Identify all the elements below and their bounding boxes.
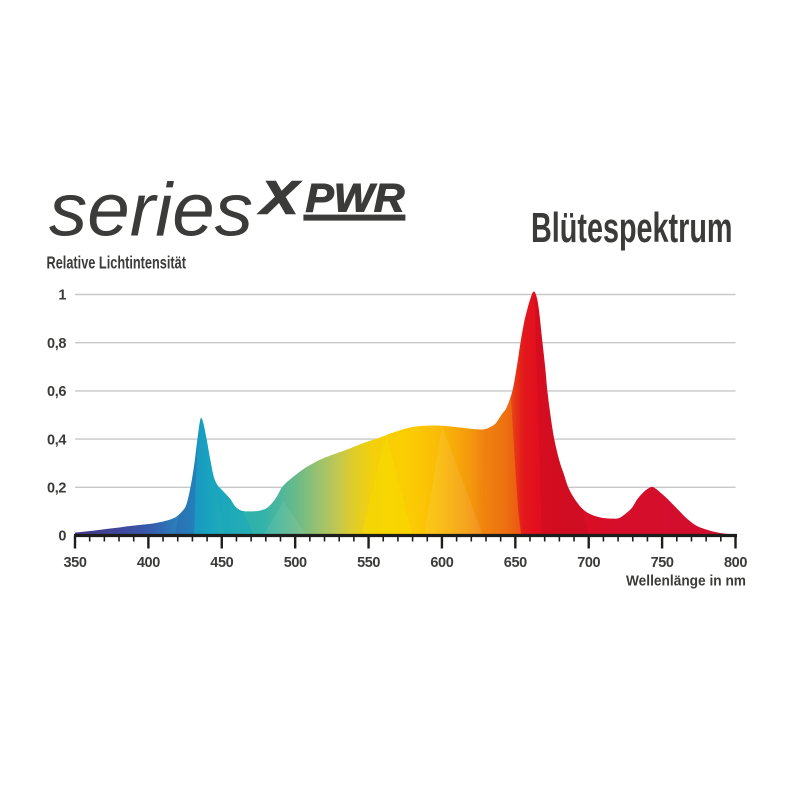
svg-text:0,2: 0,2: [47, 481, 66, 497]
svg-text:Relative Lichtintensität: Relative Lichtintensität: [47, 252, 187, 272]
svg-text:650: 650: [504, 555, 527, 571]
svg-text:400: 400: [137, 555, 160, 571]
svg-text:450: 450: [210, 555, 233, 571]
svg-text:PWR: PWR: [306, 177, 405, 221]
svg-text:350: 350: [64, 555, 87, 571]
svg-text:500: 500: [284, 555, 307, 571]
svg-text:700: 700: [577, 555, 600, 571]
svg-text:550: 550: [357, 555, 380, 571]
svg-text:X: X: [257, 172, 300, 224]
svg-text:0: 0: [58, 529, 66, 545]
svg-text:0,6: 0,6: [47, 384, 66, 400]
svg-text:1: 1: [58, 288, 66, 304]
svg-text:Wellenlänge in nm: Wellenlänge in nm: [626, 573, 746, 590]
svg-text:750: 750: [651, 555, 674, 571]
svg-text:800: 800: [724, 555, 747, 571]
svg-text:0,4: 0,4: [47, 432, 66, 448]
svg-text:600: 600: [430, 555, 453, 571]
svg-text:series: series: [49, 168, 253, 252]
svg-text:Blütespektrum: Blütespektrum: [531, 204, 733, 251]
svg-text:0,8: 0,8: [47, 336, 66, 352]
